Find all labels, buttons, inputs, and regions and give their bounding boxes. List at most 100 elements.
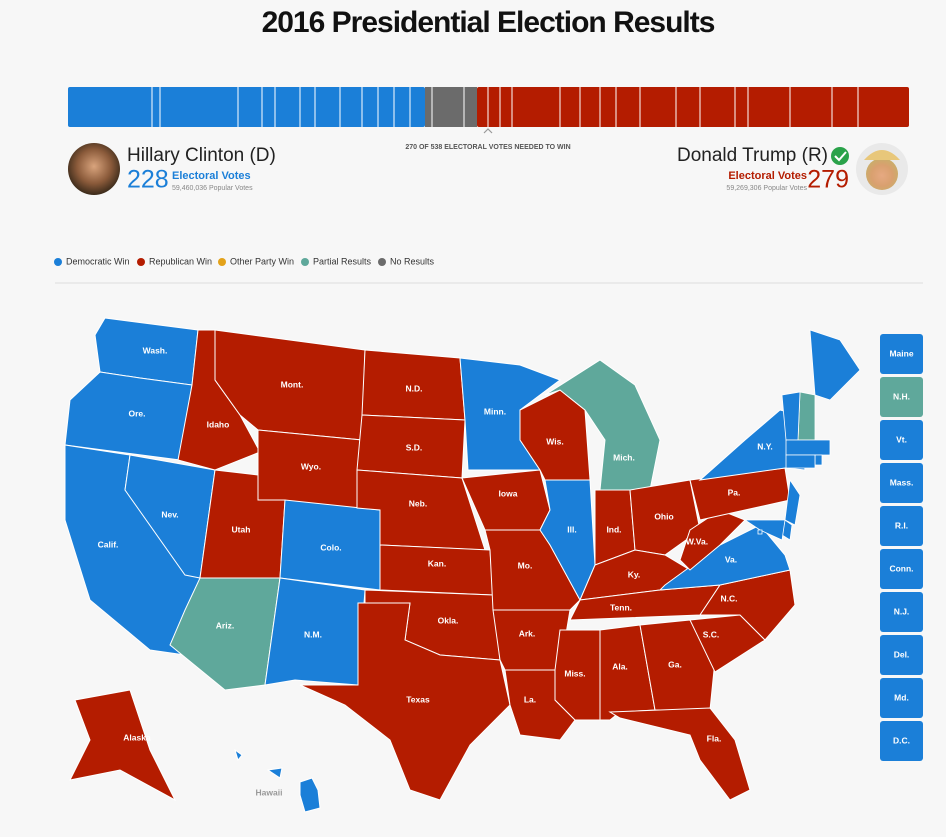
state-box-label: Md. — [894, 692, 909, 702]
state-shape — [814, 454, 823, 466]
state-label: N.Y. — [757, 441, 773, 451]
state-label: W.Va. — [686, 536, 708, 546]
electoral-votes-label: Electoral Votes — [172, 170, 251, 182]
state-box-label: Del. — [894, 649, 910, 659]
state-label: Calif. — [98, 539, 119, 549]
state-label: Colo. — [320, 542, 341, 552]
state-shape — [299, 777, 321, 813]
candidate-name: Hillary Clinton (D) — [127, 145, 276, 166]
state-label: Neb. — [409, 498, 427, 508]
state-label: Iowa — [499, 488, 518, 498]
popular-votes: 59,269,306 Popular Votes — [726, 185, 807, 192]
legend-swatch — [378, 258, 386, 266]
state-label: Wash. — [143, 345, 168, 355]
legend-label: Partial Results — [313, 256, 372, 266]
state-label: Pa. — [728, 487, 741, 497]
legend-swatch — [301, 258, 309, 266]
state-label: Ariz. — [216, 620, 234, 630]
state-label: Ind. — [606, 524, 621, 534]
us-map: Wash. Ore. Calif. Nev. Idaho Mont. Wyo. Utah Col… — [64, 317, 861, 813]
state-shape — [608, 707, 751, 801]
legend-label: No Results — [390, 256, 435, 266]
state-box — [880, 334, 923, 374]
state-label: Tenn. — [610, 602, 632, 612]
state-box — [880, 420, 923, 460]
state-label: Ill. — [567, 524, 576, 534]
electoral-votes-label: Electoral Votes — [728, 170, 807, 182]
state-label: Texas — [406, 694, 430, 704]
state-box-label: N.J. — [894, 606, 910, 616]
state-label: N.D. — [406, 383, 423, 393]
state-label: Utah — [232, 524, 251, 534]
popular-votes: 59,460,036 Popular Votes — [172, 185, 253, 192]
winner-check — [831, 147, 849, 165]
state-shape — [809, 329, 861, 401]
portrait-clinton — [68, 143, 120, 195]
state-label: N.M. — [304, 629, 322, 639]
state-shape — [785, 454, 816, 469]
state-box — [880, 506, 923, 546]
state-shape — [629, 479, 701, 556]
candidate-name: Donald Trump (R) — [677, 145, 828, 166]
state-label: Alaska — [123, 732, 151, 742]
state-box-label: Vt. — [896, 434, 907, 444]
win-threshold: 270 OF 538 ELECTORAL VOTES NEEDED TO WIN — [405, 144, 570, 151]
state-shape — [785, 439, 831, 456]
electoral-votes: 228 — [127, 166, 169, 194]
state-shape — [124, 454, 216, 579]
portrait-trump — [856, 143, 908, 195]
state-box-label: Maine — [889, 348, 913, 358]
state-box — [880, 721, 923, 761]
state-box-label: N.H. — [893, 391, 910, 401]
state-label: Minn. — [484, 406, 506, 416]
state-box-label: Mass. — [890, 477, 914, 487]
state-label: Wis. — [546, 436, 563, 446]
state-label: Fla. — [707, 733, 722, 743]
electoral-votes: 279 — [807, 166, 849, 194]
electoral-bar — [68, 87, 909, 134]
state-shape — [539, 479, 596, 602]
state-label: Ohio — [654, 511, 673, 521]
state-label: Okla. — [438, 615, 459, 625]
state-shape — [69, 689, 177, 802]
state-box — [880, 377, 923, 417]
small-state-boxes: Maine N.H. Vt. Mass. R.I. Conn. N.J. Del. Md. D.C… — [880, 334, 923, 761]
legend: Democratic Win Republican Win Other Party … — [54, 256, 435, 266]
state-label: Nev. — [161, 509, 178, 519]
state-shape — [743, 519, 786, 541]
state-shape — [639, 619, 716, 711]
state-label: La. — [524, 694, 536, 704]
state-box — [880, 549, 923, 589]
state-label: Ga. — [668, 659, 682, 669]
state-box-label: D.C. — [893, 735, 910, 745]
state-box — [880, 463, 923, 503]
state-label: N.C. — [721, 593, 738, 603]
legend-label: Other Party Win — [230, 256, 294, 266]
state-label: Miss. — [564, 668, 585, 678]
state-box-label: Conn. — [889, 563, 913, 573]
state-shape — [797, 391, 816, 441]
legend-label: Republican Win — [149, 256, 212, 266]
state-shape — [757, 529, 763, 535]
state-box — [880, 635, 923, 675]
state-shape — [784, 478, 801, 526]
state-label: Mont. — [281, 379, 304, 389]
state-label: Idaho — [207, 419, 230, 429]
state-label: Mich. — [613, 452, 635, 462]
state-label: Wyo. — [301, 461, 321, 471]
title: 2016 Presidential Election Results — [262, 6, 715, 39]
state-label: Hawaii — [256, 787, 283, 797]
legend-swatch — [137, 258, 145, 266]
state-label: Ore. — [128, 408, 145, 418]
state-label: Ala. — [612, 661, 628, 671]
state-shape — [234, 748, 243, 762]
state-box-label: R.I. — [895, 520, 908, 530]
state-shape — [658, 524, 791, 591]
state-label: S.C. — [703, 629, 720, 639]
state-label: Ky. — [628, 569, 641, 579]
state-label: Mo. — [518, 560, 533, 570]
state-label: S.D. — [406, 442, 423, 452]
state-shape — [264, 577, 366, 686]
